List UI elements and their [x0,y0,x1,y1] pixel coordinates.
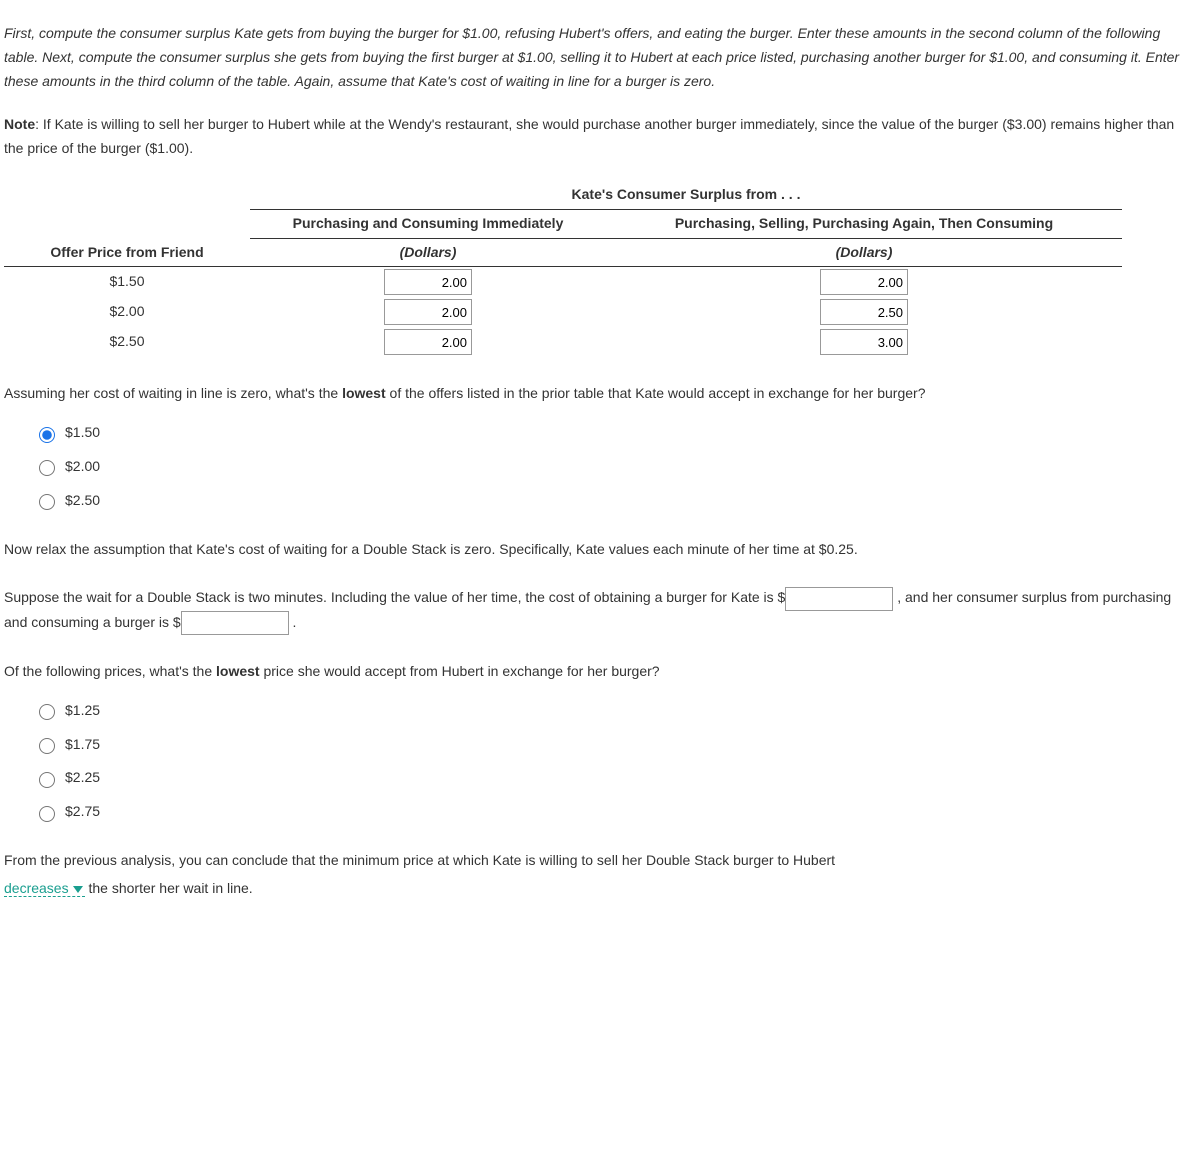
fill-paragraph: Suppose the wait for a Double Stack is t… [4,586,1196,635]
radio-input[interactable] [39,460,55,476]
table-row: $2.00 [4,297,1122,327]
option-label: $2.75 [65,800,100,824]
note-label: Note [4,116,35,132]
col-a-input[interactable] [384,269,472,295]
option-label: $1.25 [65,699,100,723]
col-b-input[interactable] [820,269,908,295]
q1-prompt: Assuming her cost of waiting in line is … [4,382,1196,406]
col-b-unit: (Dollars) [606,238,1122,267]
chevron-down-icon [73,886,83,893]
q2-option[interactable]: $2.75 [34,800,1196,824]
dollar-prefix-1: $ [778,589,786,605]
q2-options: $1.25 $1.75 $2.25 $2.75 [34,699,1196,824]
q2-prompt-a: Of the following prices, what's the [4,663,216,679]
table-super-header: Kate's Consumer Surplus from . . . [250,181,1122,209]
col-b-input[interactable] [820,299,908,325]
conclusion-post: the shorter her wait in line. [88,880,252,896]
q1-prompt-a: Assuming her cost of waiting in line is … [4,385,342,401]
radio-input[interactable] [39,738,55,754]
option-label: $2.50 [65,489,100,513]
note-paragraph: Note: If Kate is willing to sell her bur… [4,113,1196,161]
col-a-header: Purchasing and Consuming Immediately [250,209,606,238]
offer-cell: $2.00 [4,297,250,327]
q2-prompt-b: price she would accept from Hubert in ex… [260,663,660,679]
q2-prompt-bold: lowest [216,663,260,679]
q2-option[interactable]: $1.25 [34,699,1196,723]
q2-prompt: Of the following prices, what's the lowe… [4,660,1196,684]
offer-cell: $1.50 [4,267,250,298]
option-label: $2.25 [65,766,100,790]
col-offer-header: Offer Price from Friend [4,209,250,267]
option-label: $1.75 [65,733,100,757]
radio-input[interactable] [39,806,55,822]
col-a-input[interactable] [384,329,472,355]
surplus-input[interactable] [181,611,289,635]
fill-part1: Suppose the wait for a Double Stack is t… [4,589,778,605]
q1-prompt-bold: lowest [342,385,386,401]
intro-paragraph: First, compute the consumer surplus Kate… [4,22,1196,93]
option-label: $1.50 [65,421,100,445]
surplus-table: Kate's Consumer Surplus from . . . Offer… [4,181,1122,357]
col-a-input[interactable] [384,299,472,325]
fill-suffix: . [289,614,297,630]
dollar-prefix-2: $ [173,614,181,630]
radio-input[interactable] [39,704,55,720]
note-text: : If Kate is willing to sell her burger … [4,116,1174,156]
q1-option[interactable]: $2.00 [34,455,1196,479]
conclusion-paragraph: From the previous analysis, you can conc… [4,849,1196,873]
col-b-input[interactable] [820,329,908,355]
dropdown-value: decreases [4,880,69,896]
radio-input[interactable] [39,772,55,788]
q2-option[interactable]: $2.25 [34,766,1196,790]
table-row: $2.50 [4,327,1122,357]
q1-option[interactable]: $2.50 [34,489,1196,513]
q1-options: $1.50 $2.00 $2.50 [34,421,1196,512]
q1-option[interactable]: $1.50 [34,421,1196,445]
col-a-unit: (Dollars) [250,238,606,267]
radio-input[interactable] [39,494,55,510]
offer-cell: $2.50 [4,327,250,357]
conclusion-line2: decreases the shorter her wait in line. [4,877,1196,901]
table-row: $1.50 [4,267,1122,298]
option-label: $2.00 [65,455,100,479]
q2-option[interactable]: $1.75 [34,733,1196,757]
relax-paragraph: Now relax the assumption that Kate's cos… [4,538,1196,562]
q1-prompt-b: of the offers listed in the prior table … [386,385,926,401]
col-b-header: Purchasing, Selling, Purchasing Again, T… [606,209,1122,238]
radio-input[interactable] [39,427,55,443]
conclusion-pre: From the previous analysis, you can conc… [4,852,835,868]
conclusion-dropdown[interactable]: decreases [4,880,85,897]
cost-input[interactable] [785,587,893,611]
